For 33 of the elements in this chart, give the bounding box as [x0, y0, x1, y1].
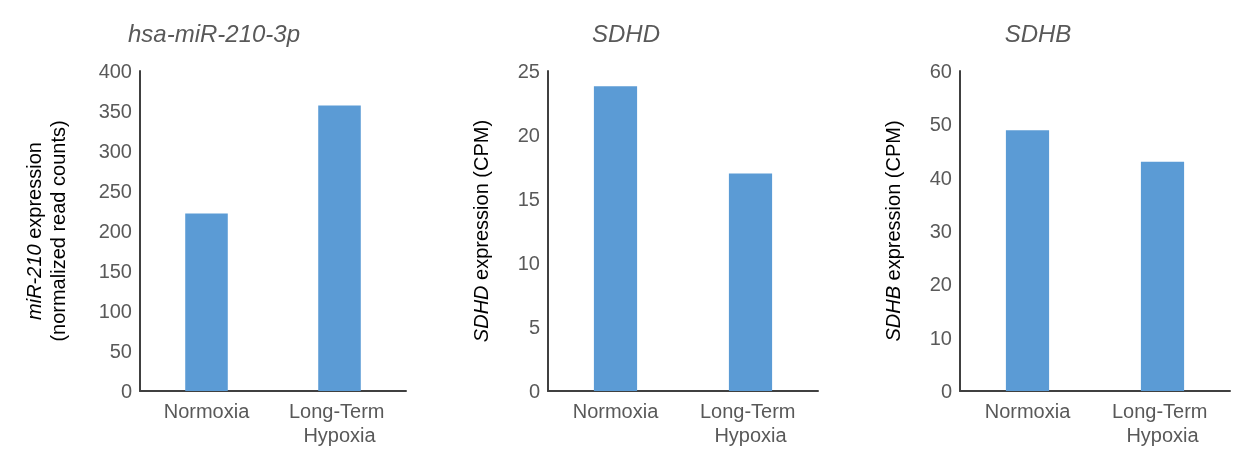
chart-title: SDHB: [1004, 19, 1072, 47]
y-tick-label: 350: [98, 100, 132, 122]
x-tick-label: Normoxia: [572, 400, 660, 422]
y-tick-label: 50: [929, 113, 952, 136]
x-tick-label: Long-Term Hypoxia: [1111, 400, 1214, 446]
y-tick-label: 100: [98, 300, 132, 322]
x-tick-label: Long-Term Hypoxia: [699, 400, 802, 446]
y-axis-title: SDHB expression (CPM): [882, 120, 904, 342]
y-tick-label: 200: [98, 220, 132, 242]
y-tick-label: 10: [517, 252, 540, 274]
y-tick-label: 40: [929, 166, 952, 189]
chart-title: SDHD: [591, 19, 661, 47]
y-tick-label: 250: [98, 180, 132, 202]
y-tick-label: 25: [517, 60, 540, 82]
y-axis-title: SDHD expression (CPM): [470, 119, 492, 343]
y-tick-label: 0: [120, 380, 132, 402]
y-tick-label: 5: [528, 316, 540, 338]
y-tick-label: 300: [98, 140, 132, 162]
y-tick-label: 30: [929, 220, 952, 242]
y-tick-label: 0: [940, 380, 952, 402]
x-tick-label: Long-Term Hypoxia: [288, 400, 391, 446]
y-tick-label: 150: [98, 260, 132, 282]
y-tick-label: 15: [517, 188, 540, 210]
y-tick-label: 10: [929, 326, 952, 349]
chart-title: hsa-miR-210-3p: [127, 19, 301, 47]
y-tick-label: 20: [517, 124, 540, 146]
y-tick-label: 20: [929, 273, 952, 296]
y-tick-label: 50: [109, 340, 132, 362]
x-tick-label: Normoxia: [163, 400, 251, 422]
y-tick-label: 0: [528, 380, 540, 402]
y-tick-label: 400: [98, 60, 132, 82]
x-tick-label: Normoxia: [984, 400, 1072, 422]
y-tick-label: 60: [929, 60, 952, 82]
